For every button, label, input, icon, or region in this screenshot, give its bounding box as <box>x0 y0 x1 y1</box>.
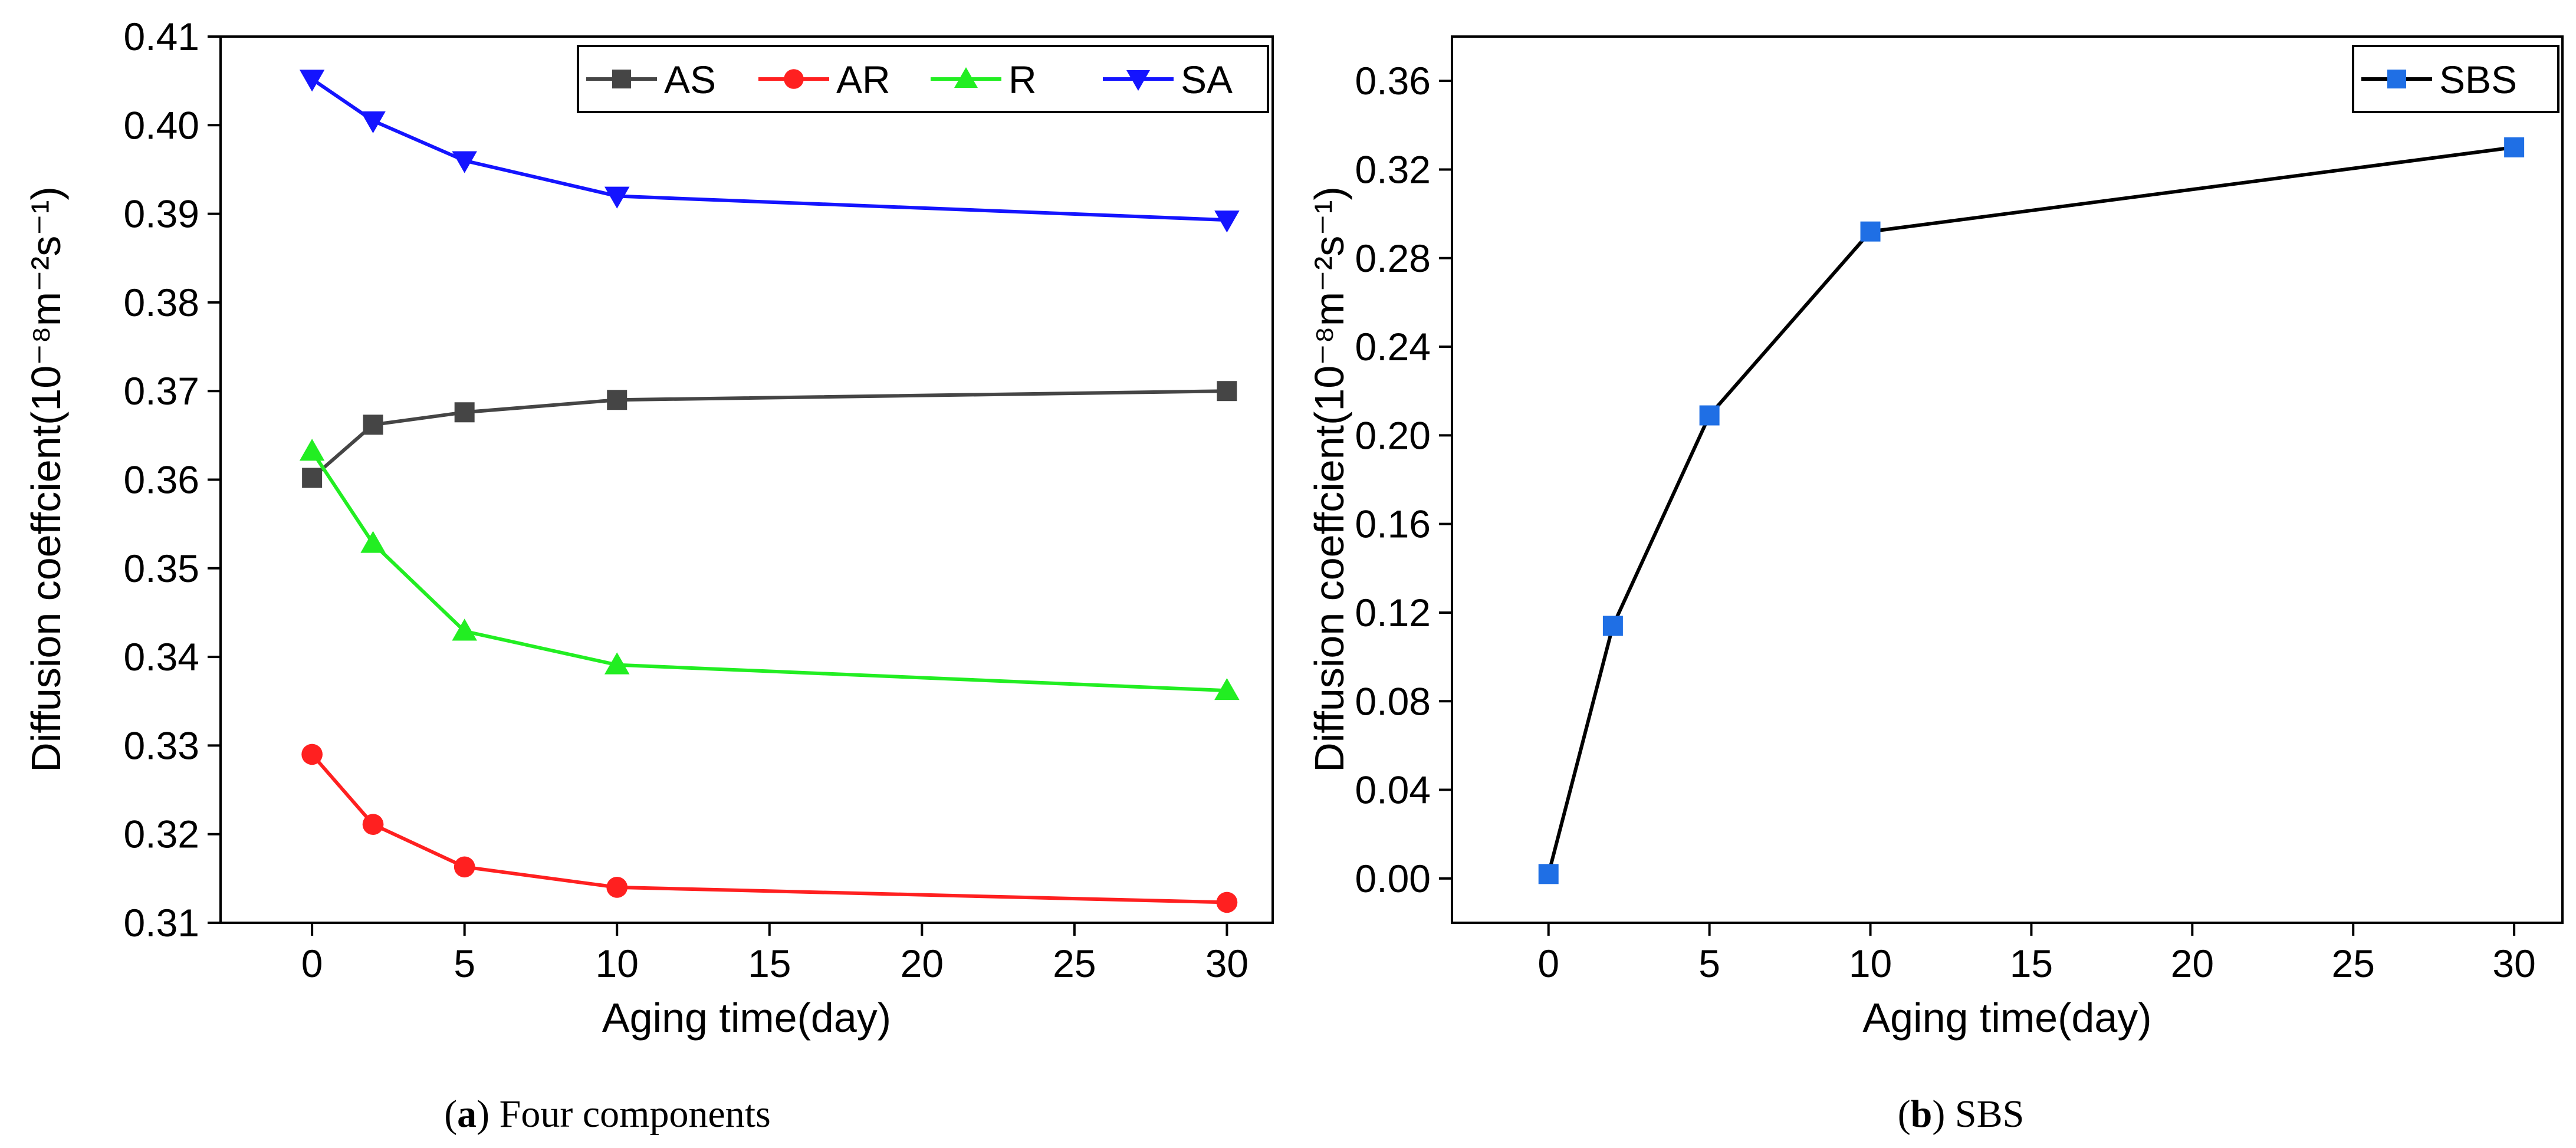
y-tick-label: 0.32 <box>1355 147 1431 191</box>
x-axis-title: Aging time(day) <box>1862 995 2151 1041</box>
y-axis-title: Diffusion coeffcient(10⁻⁸m⁻²s⁻¹) <box>23 186 69 772</box>
caption-b-text: SBS <box>1954 1093 2025 1136</box>
y-tick-label: 0.12 <box>1355 591 1431 634</box>
legend-label-sa: SA <box>1181 58 1233 101</box>
data-point-sbs <box>2504 137 2525 157</box>
y-tick-label: 0.00 <box>1355 857 1431 900</box>
caption-a-text: Four components <box>499 1093 771 1136</box>
x-tick-label: 5 <box>1698 942 1720 985</box>
data-point-sbs <box>1538 864 1559 884</box>
data-point-r <box>1214 677 1240 700</box>
legend-marker-sbs <box>2387 70 2406 88</box>
data-point-r <box>360 531 386 553</box>
data-point-r <box>452 619 477 641</box>
y-tick-label: 0.32 <box>124 813 199 856</box>
y-tick-label: 0.38 <box>124 281 199 324</box>
data-point-as <box>607 390 627 410</box>
y-tick-label: 0.37 <box>124 369 199 413</box>
y-tick-label: 0.04 <box>1355 768 1431 812</box>
x-tick-label: 0 <box>301 942 323 985</box>
data-point-ar <box>1216 892 1238 913</box>
chart-four-components: 0 5 10 15 20 25 30 0.31 0.32 0.33 0.34 0.35 0.36 0.37… <box>23 15 1274 1041</box>
y-tick-label: 0.35 <box>124 547 199 590</box>
data-point-sa <box>604 186 630 209</box>
y-tick-label: 0.16 <box>1355 502 1431 546</box>
plot-frame <box>219 35 1274 924</box>
data-point-sa <box>299 70 325 92</box>
caption-a: (a) Four components <box>444 1093 771 1136</box>
data-point-ar <box>362 814 384 835</box>
series-line-ar <box>310 753 1227 904</box>
y-tick-label: 0.28 <box>1355 236 1431 280</box>
y-tick-label: 0.08 <box>1355 679 1431 723</box>
data-point-sbs <box>1860 221 1881 242</box>
x-tick-label: 30 <box>1205 942 1248 985</box>
x-tick-label: 20 <box>901 942 944 985</box>
data-point-sbs <box>1699 405 1720 426</box>
x-tick-label: 10 <box>1849 942 1892 985</box>
legend-label-ar: AR <box>836 58 891 101</box>
data-point-ar <box>454 856 475 878</box>
y-tick-label: 0.40 <box>124 103 199 147</box>
caption-b-label: b <box>1910 1093 1933 1136</box>
data-point-sa <box>1214 210 1240 233</box>
y-tick-label: 0.36 <box>1355 59 1431 103</box>
x-axis-title: Aging time(day) <box>602 995 891 1041</box>
data-point-ar <box>301 744 323 765</box>
legend-label-sbs: SBS <box>2439 58 2517 101</box>
data-point-as <box>454 402 475 423</box>
y-axis-title: Diffusion coeffcient(10⁻⁸m⁻²s⁻¹) <box>1306 186 1352 772</box>
y-tick-label: 0.41 <box>124 15 199 58</box>
data-point-sbs <box>1602 616 1623 636</box>
y-tick-label: 0.34 <box>124 635 199 679</box>
series-line-as <box>311 389 1227 479</box>
y-tick-label: 0.39 <box>124 192 199 236</box>
y-tick-label: 0.24 <box>1355 325 1431 369</box>
caption-a-label: a <box>457 1093 477 1136</box>
x-tick-label: 0 <box>1537 942 1559 985</box>
y-tick-label: 0.36 <box>124 458 199 502</box>
legend-marker-sa <box>1126 70 1150 91</box>
caption-b: (b) SBS <box>1897 1093 2025 1136</box>
x-tick-label: 15 <box>748 942 791 985</box>
y-tick-label: 0.31 <box>124 901 199 945</box>
legend-marker-r <box>954 67 978 88</box>
y-tick-label: 0.20 <box>1355 413 1431 457</box>
legend-marker-ar <box>784 69 804 89</box>
plot-frame <box>1451 35 2564 924</box>
chart-sbs: 0 5 10 15 20 25 30 0.00 0.04 0.08 0.12 0.16 0.20 0.24… <box>1306 35 2564 1041</box>
data-point-as <box>1217 381 1237 402</box>
data-point-sa <box>452 151 477 173</box>
data-point-r <box>299 439 325 461</box>
x-tick-label: 15 <box>2010 942 2053 985</box>
x-tick-label: 25 <box>1053 942 1096 985</box>
y-tick-label: 0.33 <box>124 723 199 767</box>
legend-label-r: R <box>1008 58 1037 101</box>
series-line-sbs <box>1546 145 2515 875</box>
data-point-as <box>302 468 323 488</box>
x-tick-label: 30 <box>2492 942 2535 985</box>
x-tick-label: 5 <box>454 942 475 985</box>
legend-label-as: AS <box>664 58 716 101</box>
data-point-r <box>604 652 630 675</box>
series-line-r <box>310 450 1227 693</box>
data-point-ar <box>606 877 628 898</box>
x-tick-label: 20 <box>2171 942 2214 985</box>
x-tick-label: 10 <box>596 942 639 985</box>
data-point-as <box>363 415 383 435</box>
data-point-sa <box>360 111 386 134</box>
x-tick-label: 25 <box>2332 942 2375 985</box>
legend-marker-as <box>612 70 631 88</box>
